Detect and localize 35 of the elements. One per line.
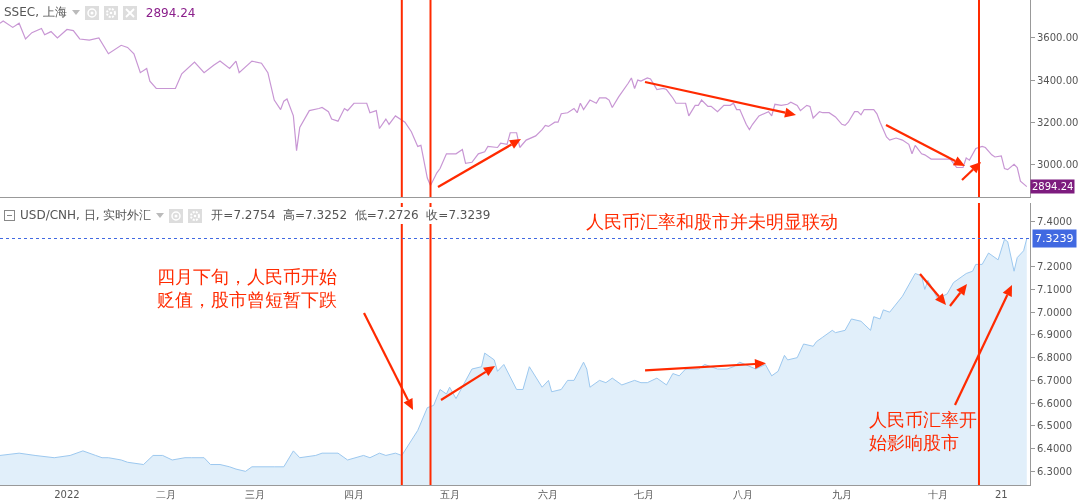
y-tick-label: 3400.00 bbox=[1037, 74, 1079, 86]
y-tick-label: 6.7000 bbox=[1037, 374, 1072, 386]
y-tick-label: 6.9000 bbox=[1037, 329, 1072, 341]
y-tick-label: 7.0000 bbox=[1037, 306, 1072, 318]
y-tick-label: 6.4000 bbox=[1037, 443, 1072, 455]
x-tick-label: 四月 bbox=[343, 489, 364, 500]
y-tick-label: 3600.00 bbox=[1037, 32, 1079, 44]
y-tick-label: 7.1000 bbox=[1037, 283, 1072, 295]
x-tick-label: 三月 bbox=[245, 489, 266, 500]
x-tick-label: 2022 bbox=[54, 489, 80, 500]
x-tick-label: 九月 bbox=[831, 489, 852, 500]
ref-line-label: 7.3239 bbox=[1035, 232, 1074, 245]
chart-title: SSEC, 上海 bbox=[4, 4, 67, 21]
y-tick-label: 6.3000 bbox=[1037, 465, 1072, 477]
y-tick-label: 3000.00 bbox=[1037, 158, 1079, 170]
x-tick-label: 八月 bbox=[733, 489, 753, 500]
annotation: 四月下旬，人民币开始贬值，股市曾短暂下跌 bbox=[157, 266, 337, 311]
x-tick-label: 十月 bbox=[927, 489, 948, 500]
y-tick-label: 7.4000 bbox=[1037, 215, 1072, 227]
y-tick-label: 6.6000 bbox=[1037, 397, 1072, 409]
y-tick-label: 6.5000 bbox=[1037, 420, 1072, 432]
annotation: 人民币汇率和股市并未明显联动 bbox=[586, 211, 838, 232]
annotation: 人民币汇率开始影响股市 bbox=[869, 409, 977, 454]
annotation: 2894.24 bbox=[1032, 181, 1074, 192]
y-tick-label: 6.8000 bbox=[1037, 352, 1072, 364]
chart-title: USD/CNH, 日, 实时外汇 bbox=[20, 207, 152, 224]
y-tick-label: 3200.00 bbox=[1037, 116, 1079, 128]
y-tick-label: 7.2000 bbox=[1037, 261, 1072, 273]
x-tick-label: 五月 bbox=[439, 489, 460, 500]
x-tick-label: 二月 bbox=[155, 489, 176, 500]
x-tick-label: 21 bbox=[994, 489, 1008, 500]
x-tick-label: 六月 bbox=[538, 489, 559, 500]
x-tick-label: 七月 bbox=[634, 489, 655, 500]
text: 2894.24 bbox=[145, 5, 196, 20]
chart-subtitle: 开=7.2754 高=7.3252 低=7.2726 收=7.3239 bbox=[211, 207, 491, 224]
